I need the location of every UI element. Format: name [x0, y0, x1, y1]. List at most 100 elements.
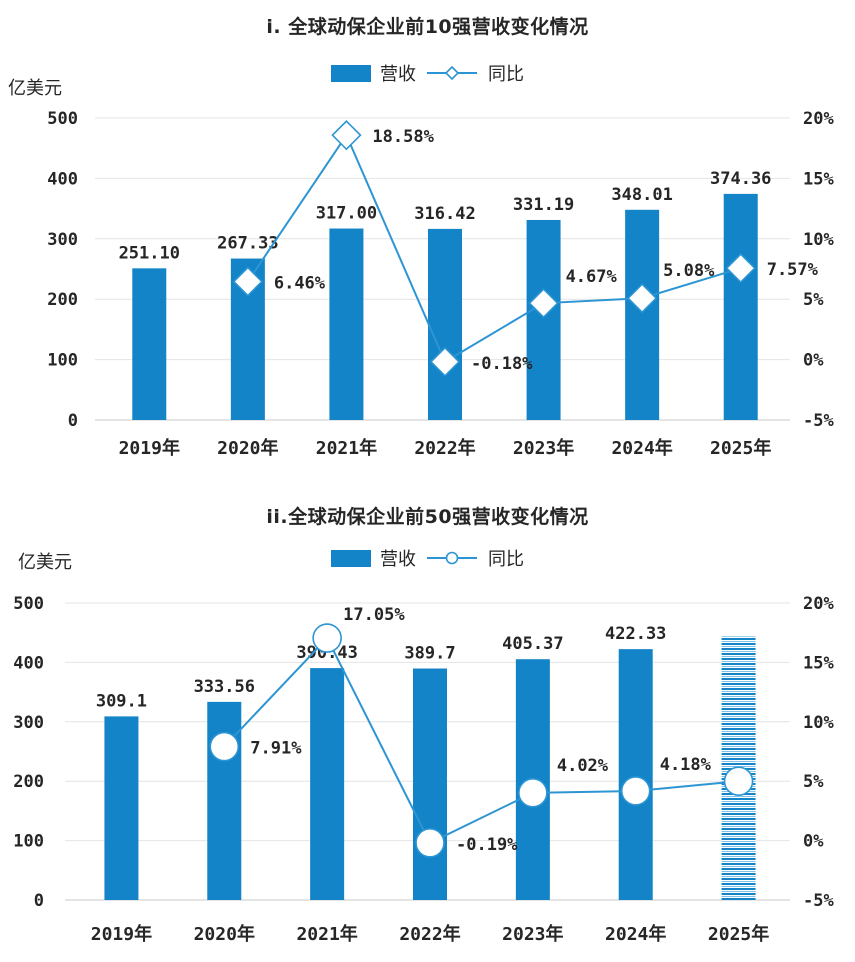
circle-marker [415, 828, 445, 858]
chart2-axis-unit: 亿美元 [18, 552, 72, 573]
yoy-value-label: 5.08% [663, 261, 715, 281]
bar [723, 193, 758, 420]
diamond-marker [429, 346, 461, 377]
category-label: 2023年 [513, 437, 574, 459]
bar-value-label: 331.19 [513, 195, 574, 215]
circle-marker [518, 778, 548, 808]
right-axis-tick-label: 10% [803, 713, 834, 733]
chart1-title: i. 全球动保企业前10强营收变化情况 [266, 16, 589, 38]
diamond-marker [725, 253, 756, 284]
left-axis-tick-label: 0 [34, 891, 44, 911]
revenue-legend-label: 营收 [380, 64, 416, 85]
left-axis-tick-label: 400 [13, 653, 44, 673]
bar-value-label: 374.36 [710, 169, 771, 189]
left-axis-tick-label: 100 [47, 351, 78, 371]
left-axis-tick-label: 500 [47, 109, 78, 129]
yoy-value-label: -0.19% [456, 835, 518, 855]
yoy-value-label: 17.05% [343, 605, 405, 625]
bar-value-label: 333.56 [194, 677, 255, 697]
left-axis-tick-label: 500 [13, 594, 44, 614]
yoy-value-label: 7.57% [767, 260, 819, 280]
category-label: 2019年 [91, 923, 152, 945]
bar [625, 209, 660, 420]
right-axis-tick-label: -5% [803, 891, 834, 911]
chart1-canvas: 500 20% 400 15% 300 10% 200 5% 100 0% 0 -5% 251.10 26… [47, 109, 834, 459]
bar-value-label: 405.37 [502, 634, 563, 654]
category-label: 2025年 [710, 437, 771, 459]
right-axis-tick-label: -5% [803, 411, 834, 431]
revenue-bar-swatch-icon [331, 549, 371, 567]
yoy-line-circle-icon [427, 551, 477, 565]
chart2-title: ii.全球动保企业前50强营收变化情况 [266, 506, 589, 528]
circle-marker [312, 623, 342, 653]
bar-value-label: 348.01 [611, 185, 672, 205]
bar [428, 228, 462, 420]
left-axis-tick-label: 0 [68, 411, 78, 431]
left-axis-tick-label: 200 [13, 772, 44, 792]
diamond-marker [627, 283, 658, 314]
right-axis-tick-label: 0% [803, 351, 824, 371]
category-label: 2022年 [414, 437, 475, 459]
chart2-legend: 营收 同比 [0, 545, 855, 571]
diamond-marker [528, 288, 559, 319]
right-axis-tick-label: 15% [803, 653, 834, 673]
category-label: 2019年 [119, 437, 180, 459]
category-label: 2021年 [316, 437, 377, 459]
bar [329, 228, 364, 420]
left-axis-tick-label: 400 [47, 169, 78, 189]
yoy-line-diamond-icon [427, 66, 477, 80]
yoy-legend-label: 同比 [488, 64, 524, 85]
diamond-marker [232, 266, 263, 297]
bar-value-label: 251.10 [119, 243, 180, 263]
bar-value-label: 422.33 [605, 624, 666, 644]
right-axis-tick-label: 0% [803, 832, 824, 852]
chart2-canvas: 500 20% 400 15% 300 10% 200 5% 100 0% 0 -5% 309.1 333… [13, 594, 834, 945]
chart1-axis-unit: 亿美元 [8, 78, 62, 99]
bar-value-label: 267.33 [217, 234, 278, 254]
circle-marker [723, 766, 754, 796]
trend-line [223, 636, 739, 845]
bar-value-label: 390.43 [296, 643, 357, 663]
yoy-value-label: 6.46% [274, 274, 326, 294]
right-axis-tick-label: 5% [803, 290, 824, 310]
bar-value-label: 309.1 [96, 691, 147, 711]
left-axis-tick-label: 300 [47, 230, 78, 250]
revenue-legend-label: 营收 [380, 549, 416, 570]
category-label: 2021年 [296, 923, 357, 945]
bar-value-label: 316.42 [414, 204, 475, 224]
yoy-value-label: 7.91% [250, 739, 302, 759]
bar-value-label: 389.7 [404, 644, 455, 664]
yoy-legend-label: 同比 [488, 549, 524, 570]
yoy-value-label: 4.18% [660, 755, 712, 775]
revenue-bar-swatch-icon [331, 64, 371, 82]
trend-line [247, 133, 742, 364]
right-axis-tick-label: 20% [803, 594, 834, 614]
circle-marker [209, 731, 240, 762]
diamond-marker [331, 120, 362, 151]
category-label: 2025年 [708, 923, 769, 945]
right-axis-tick-label: 15% [803, 169, 834, 189]
left-axis-tick-label: 300 [13, 713, 44, 733]
category-label: 2020年 [217, 437, 278, 459]
chart1-legend: 营收 同比 [0, 60, 855, 86]
bar [132, 268, 167, 420]
bar [207, 701, 242, 900]
circle-marker [620, 776, 651, 806]
yoy-value-label: 18.58% [372, 127, 434, 147]
bar [104, 716, 139, 900]
right-axis-tick-label: 10% [803, 230, 834, 250]
category-label: 2022年 [399, 923, 460, 945]
bar [310, 668, 345, 900]
bar [413, 668, 447, 900]
left-axis-tick-label: 200 [47, 290, 78, 310]
yoy-value-label: 4.67% [566, 267, 618, 287]
bar [526, 219, 561, 420]
right-axis-tick-label: 5% [803, 772, 824, 792]
left-axis-tick-label: 100 [13, 832, 44, 852]
category-label: 2024年 [605, 923, 666, 945]
category-label: 2023年 [502, 923, 563, 945]
yoy-value-label: 4.02% [557, 756, 609, 776]
bar-value-label: 317.00 [316, 204, 377, 224]
category-label: 2020年 [194, 923, 255, 945]
bar [618, 649, 653, 900]
